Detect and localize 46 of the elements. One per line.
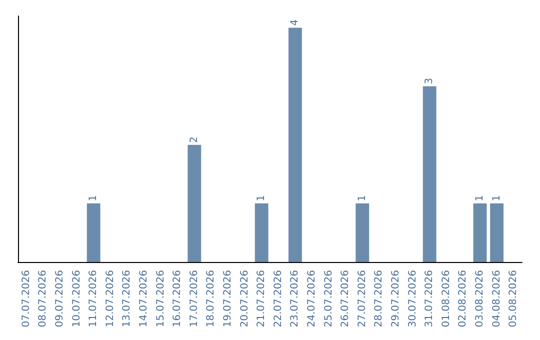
- x-tick-label: 13.07.2026: [122, 270, 133, 328]
- bar: [188, 144, 202, 262]
- x-tick-label: 15.07.2026: [155, 270, 166, 328]
- x-tick-label: 27.07.2026: [356, 270, 368, 328]
- x-tick-label: 11.07.2026: [88, 270, 100, 328]
- x-tick-label: 28.07.2026: [374, 270, 385, 328]
- x-tick-label: 31.07.2026: [424, 270, 436, 328]
- x-tick-label: 21.07.2026: [256, 270, 268, 328]
- x-tick-label: 10.07.2026: [71, 270, 82, 328]
- x-tick-label: 20.07.2026: [239, 270, 250, 328]
- data-label: 1: [491, 195, 502, 202]
- x-tick-label: 24.07.2026: [306, 270, 318, 328]
- x-tick-label: 09.07.2026: [54, 270, 66, 328]
- x-tick-label: 16.07.2026: [172, 270, 184, 328]
- data-label: 1: [256, 195, 268, 202]
- data-label: 1: [88, 195, 100, 202]
- bar: [490, 203, 504, 262]
- x-tick-label: 18.07.2026: [206, 270, 217, 328]
- x-tick-label: 04.08.2026: [491, 270, 502, 328]
- bar: [254, 203, 268, 262]
- data-label: 3: [424, 78, 436, 84]
- bar: [473, 203, 487, 262]
- x-tick-label: 29.07.2026: [390, 270, 402, 328]
- x-tick-label: 12.07.2026: [104, 270, 116, 328]
- x-tick-label: 03.08.2026: [474, 270, 486, 328]
- x-tick-label: 23.07.2026: [290, 270, 301, 328]
- bar: [288, 28, 302, 262]
- bar: [356, 203, 370, 262]
- bar: [422, 86, 436, 262]
- x-tick-label: 30.07.2026: [407, 270, 418, 328]
- data-label: 1: [356, 195, 368, 202]
- bar: [86, 203, 100, 262]
- x-tick-label: 17.07.2026: [188, 270, 200, 328]
- data-label: 2: [188, 136, 200, 143]
- x-tick-label: 14.07.2026: [138, 270, 150, 328]
- x-tick-label: 25.07.2026: [323, 270, 334, 328]
- x-tick-label: 08.07.2026: [38, 270, 49, 328]
- x-tick-label: 26.07.2026: [340, 270, 352, 328]
- x-tick-label: 22.07.2026: [272, 270, 284, 328]
- x-tick-label: 07.07.2026: [20, 270, 32, 328]
- x-tick-label: 05.08.2026: [508, 270, 520, 328]
- x-tick-label: 19.07.2026: [222, 270, 234, 328]
- x-tick-label: 02.08.2026: [458, 270, 469, 328]
- data-label: 1: [474, 195, 486, 202]
- x-tick-label: 01.08.2026: [440, 270, 452, 328]
- data-label: 4: [290, 19, 301, 26]
